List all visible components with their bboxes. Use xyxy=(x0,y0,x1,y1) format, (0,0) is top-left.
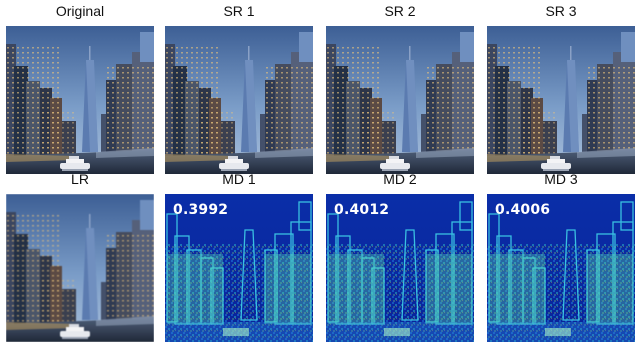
city-photo xyxy=(326,26,474,174)
score-value: 0.4012 xyxy=(334,202,390,218)
panel-label: MD 3 xyxy=(544,171,578,187)
difference-map: 0.4012 xyxy=(326,194,474,342)
panel-label: LR xyxy=(71,171,89,187)
panel-label: SR 2 xyxy=(384,3,416,19)
panel-label: MD 2 xyxy=(383,171,417,187)
difference-map: 0.4006 xyxy=(487,194,635,342)
city-photo-lowres xyxy=(6,194,154,342)
difference-map: 0.3992 xyxy=(165,194,313,342)
panel-label: MD 1 xyxy=(222,171,256,187)
city-photo xyxy=(6,26,154,174)
panel-label: Original xyxy=(55,3,105,19)
panel-label: SR 3 xyxy=(545,3,577,19)
panel-label: SR 1 xyxy=(223,3,255,19)
score-value: 0.3992 xyxy=(173,202,229,218)
score-value: 0.4006 xyxy=(495,202,551,218)
city-photo xyxy=(487,26,635,174)
city-photo xyxy=(165,26,313,174)
